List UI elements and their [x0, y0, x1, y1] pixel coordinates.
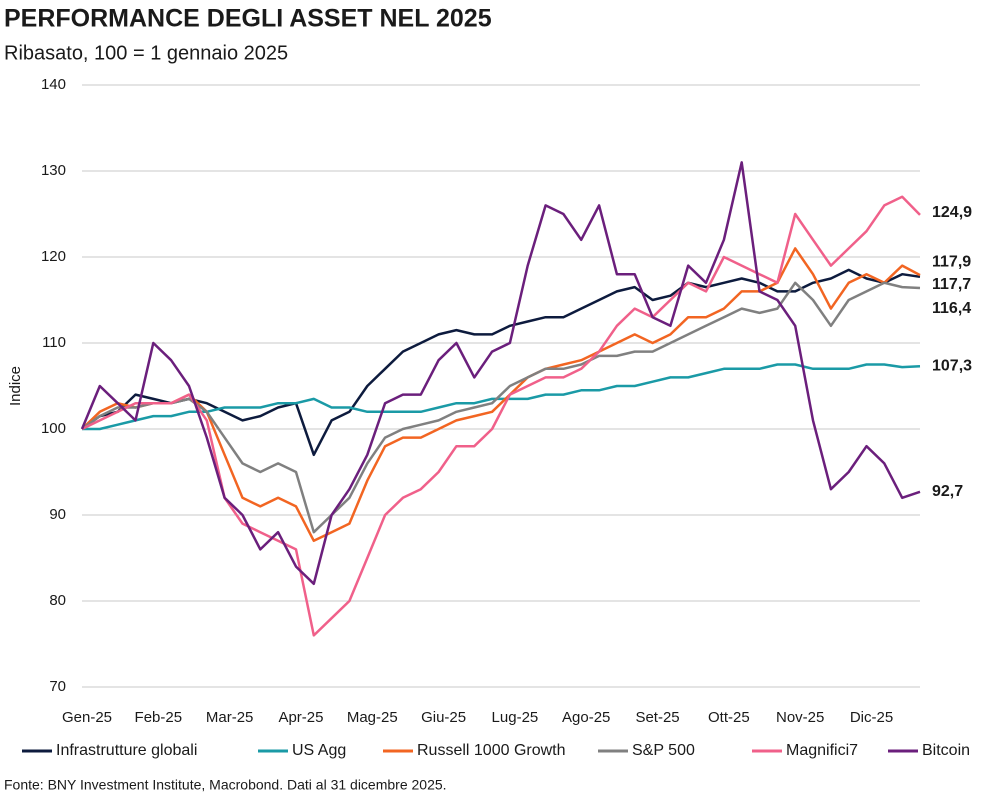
x-tick-label: Lug-25	[492, 709, 539, 726]
end-value-label: 92,7	[932, 483, 963, 500]
y-tick-label: 100	[41, 420, 66, 437]
y-axis-title: Indice	[7, 366, 24, 406]
end-value-label: 107,3	[932, 357, 972, 374]
x-tick-label: Mar-25	[206, 709, 254, 726]
x-tick-label: Set-25	[635, 709, 679, 726]
series-line	[81, 268, 921, 457]
x-tick-label: Mag-25	[347, 709, 398, 726]
legend-label: S&P 500	[632, 742, 695, 759]
x-tick-label: Nov-25	[776, 709, 824, 726]
legend-label: Russell 1000 Growth	[417, 742, 566, 759]
y-tick-label: 140	[41, 76, 66, 93]
end-value-label: 116,4	[932, 300, 971, 317]
end-value-label: 124,9	[932, 204, 972, 221]
legend-label: Bitcoin	[922, 742, 970, 759]
x-tick-label: Gen-25	[62, 709, 112, 726]
legend-label: US Agg	[292, 742, 346, 759]
x-tick-label: Ott-25	[708, 709, 750, 726]
x-tick-label: Giu-25	[421, 709, 466, 726]
series-line	[80, 161, 921, 586]
end-value-label: 117,7	[932, 276, 971, 293]
end-value-label: 117,9	[932, 253, 971, 270]
y-tick-label: 130	[41, 162, 66, 179]
source-note: Fonte: BNY Investment Institute, Macrobo…	[4, 777, 447, 793]
x-tick-label: Ago-25	[562, 709, 610, 726]
series-line	[82, 363, 921, 431]
y-tick-label: 80	[49, 592, 66, 609]
legend-label: Magnifici7	[786, 742, 858, 759]
chart-title: PERFORMANCE DEGLI ASSET NEL 2025	[4, 5, 492, 33]
chart-subtitle: Ribasato, 100 = 1 gennaio 2025	[4, 42, 288, 64]
y-tick-label: 110	[42, 334, 66, 351]
series-line	[81, 281, 921, 534]
legend-label: Infrastrutture globali	[56, 742, 197, 759]
y-tick-label: 90	[49, 506, 66, 523]
x-tick-label: Apr-25	[278, 709, 323, 726]
series-line	[81, 247, 921, 543]
x-tick-label: Feb-25	[135, 709, 183, 726]
y-tick-label: 70	[49, 678, 66, 695]
x-tick-label: Dic-25	[850, 709, 893, 726]
y-tick-label: 120	[41, 248, 66, 265]
